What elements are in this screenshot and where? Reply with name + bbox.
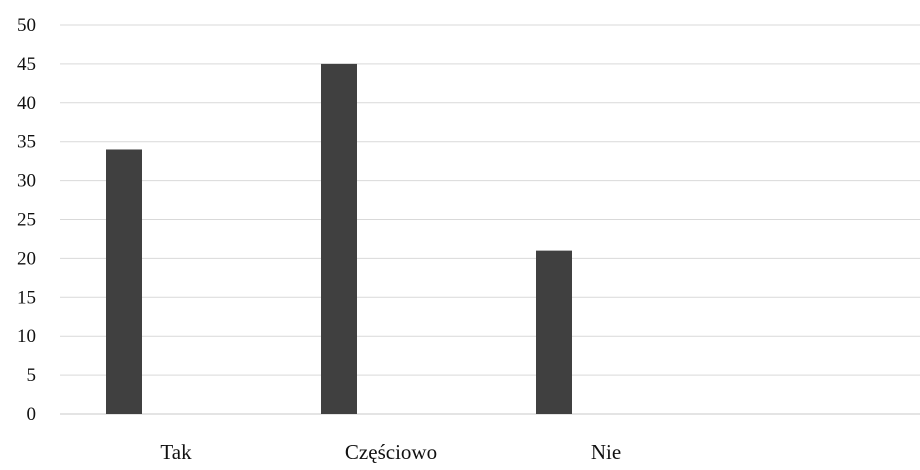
y-tick-label: 10: [17, 326, 36, 347]
y-tick-label: 5: [27, 365, 37, 386]
bar-częściowo: [321, 63, 357, 415]
y-tick-label: 15: [17, 287, 36, 308]
bar-nie: [536, 250, 572, 414]
x-category-label: Częściowo: [345, 440, 437, 464]
x-axis-category-labels: Tak Częściowo Nie: [160, 440, 621, 464]
y-tick-label: 0: [27, 404, 37, 425]
y-tick-label: 40: [17, 93, 36, 114]
x-category-label: Tak: [160, 440, 192, 464]
x-category-label: Nie: [591, 440, 621, 464]
y-tick-label: 35: [17, 132, 36, 153]
y-tick-label: 50: [17, 15, 36, 36]
y-tick-label: 30: [17, 171, 36, 192]
gridlines: [60, 24, 920, 415]
y-tick-label: 45: [17, 54, 36, 75]
bars: [106, 63, 572, 415]
y-axis-tick-labels: 0 5 10 15 20 25 30 35 40 45 50: [17, 15, 36, 425]
y-tick-label: 25: [17, 210, 36, 231]
y-tick-label: 20: [17, 248, 36, 269]
bar-tak: [106, 149, 142, 415]
